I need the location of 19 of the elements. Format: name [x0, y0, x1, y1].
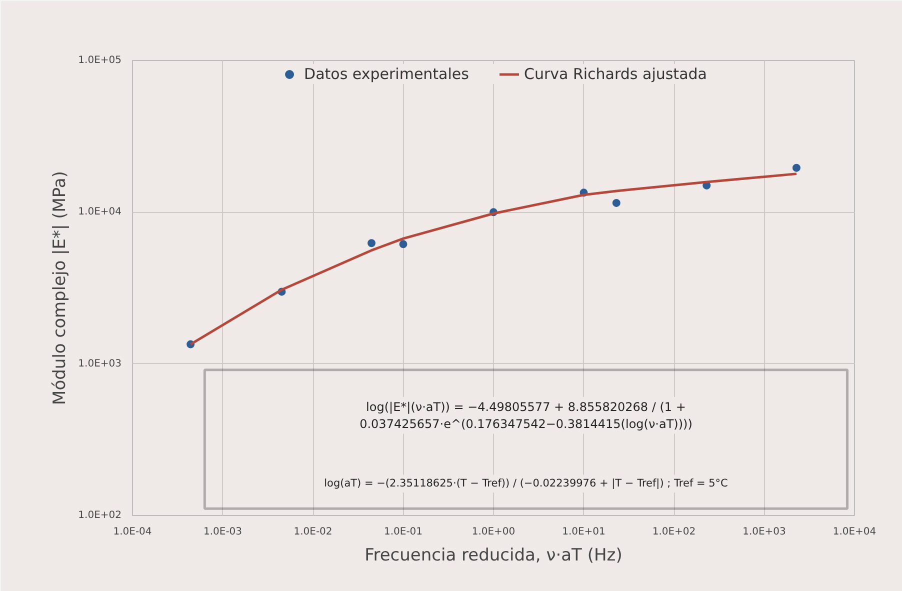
- y-tick-label: 1.0E+02: [78, 510, 122, 521]
- x-tick-label: 1.0E+02: [652, 526, 696, 538]
- annotation: log(|E*|(ν·aT)) = −4.49805577 + 8.855820268 / (1 + 0.037425657·e^(0.176347542−0.3814415(log(ν·aT)))): [360, 400, 692, 431]
- x-tick-label: 1.0E+03: [742, 526, 786, 538]
- legend-label: Datos experimentales: [304, 65, 469, 83]
- legend-label: Curva Richards ajustada: [524, 65, 707, 83]
- y-tick-label: 1.0E+03: [78, 358, 122, 370]
- y-axis-title: Módulo complejo |E*| (MPa): [50, 171, 70, 405]
- x-tick-label: 1.0E+01: [562, 526, 606, 538]
- x-tick-label: 1.0E-01: [384, 526, 423, 538]
- x-tick-label: 1.0E-04: [113, 526, 152, 538]
- x-tick-label: 1.0E+04: [832, 526, 876, 538]
- y-tick-label: 1.0E+05: [78, 55, 122, 66]
- x-tick-label: 1.0E-02: [294, 526, 332, 538]
- x-tick-label: 1.0E+00: [472, 526, 516, 538]
- x-tick-label: 1.0E-03: [203, 526, 242, 538]
- y-tick-label: 1.0E+04: [78, 206, 122, 218]
- x-axis-title: Frecuencia reducida, ν·aT (Hz): [364, 546, 622, 566]
- annotation: log(aT) = −(2.35118625·(T − Tref)) / (−0.02239976 + |T − Tref|) ; Tref = 5°C: [324, 478, 728, 490]
